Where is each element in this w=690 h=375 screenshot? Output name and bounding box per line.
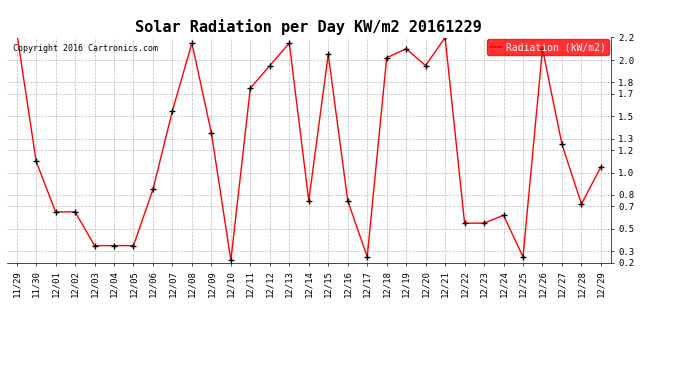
Legend: Radiation (kW/m2): Radiation (kW/m2) — [487, 39, 609, 55]
Text: Copyright 2016 Cartronics.com: Copyright 2016 Cartronics.com — [13, 44, 158, 53]
Title: Solar Radiation per Day KW/m2 20161229: Solar Radiation per Day KW/m2 20161229 — [135, 19, 482, 35]
